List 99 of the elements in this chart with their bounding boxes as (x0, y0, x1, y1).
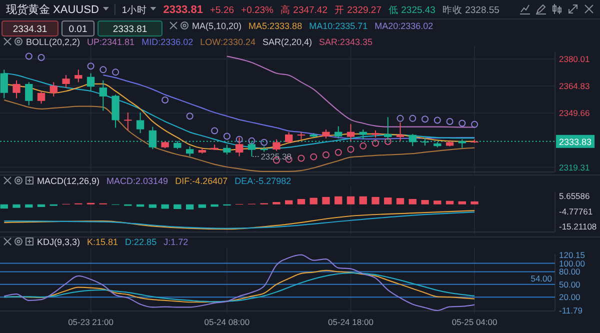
bar (186, 204, 194, 210)
candlestick (272, 138, 280, 152)
candlestick (37, 90, 46, 104)
text: K:15.81 (87, 237, 118, 247)
y-tick-label: 2380.01 (559, 54, 590, 64)
bar (25, 204, 33, 208)
bar (334, 196, 342, 204)
text: SAR:2343.35 (319, 37, 373, 47)
candlestick (136, 112, 144, 134)
bar (210, 204, 218, 207)
text: MA10:2335.71 (309, 21, 368, 31)
candlestick (25, 82, 33, 106)
bar (346, 196, 355, 204)
bar (37, 204, 46, 207)
text: 高 2347.42 (280, 4, 328, 16)
y-tick-label: 2349.66 (559, 108, 590, 118)
candlestick (297, 132, 306, 140)
candlestick (74, 69, 82, 83)
candlestick (359, 129, 367, 140)
x-tick-label: 05-23 21:00 (68, 317, 114, 327)
candlestick (12, 80, 20, 99)
bar (434, 200, 442, 204)
y-tick-label: -15.21108 (559, 221, 597, 232)
text: 0.01 (68, 24, 88, 35)
y-tick-label: 50.00 (559, 279, 581, 290)
chart-title: KDJ(9,3,3) (37, 237, 80, 247)
bar (12, 204, 20, 208)
text: MA(5,10,20) (192, 21, 242, 31)
bar (396, 198, 404, 204)
candlestick (86, 72, 95, 92)
bar (384, 198, 392, 204)
y-tick-label: 20.00 (559, 292, 581, 302)
annotation: 2325.38 (260, 152, 292, 162)
bar (446, 200, 454, 204)
text: 昨收 2328.55 (442, 4, 500, 16)
candlestick (396, 122, 404, 142)
bar (161, 204, 169, 209)
ref-line-label: 2333.83 (559, 136, 592, 147)
candlestick (223, 144, 231, 155)
bar (408, 198, 416, 204)
text: 2334.31 (12, 24, 48, 35)
text: UP:2341.81 (87, 37, 135, 47)
text: 2333.81 (163, 4, 203, 16)
candlestick (334, 126, 342, 139)
annotation: 54.00 (530, 273, 552, 284)
bar (148, 204, 157, 208)
x-tick-label: 05-24 08:00 (204, 317, 250, 327)
chart-title: MACD(12,26,9) (37, 176, 100, 186)
candlestick (186, 146, 194, 157)
y-tick-label: 5.65586 (559, 191, 590, 202)
y-tick-label: 2364.83 (559, 81, 590, 92)
series-label: MACD:2.03149 (106, 176, 168, 186)
candlestick (99, 80, 107, 112)
text: MID:2336.02 (142, 37, 194, 47)
text: +0.23% (241, 5, 274, 16)
line-series (4, 254, 476, 312)
text: 1小时 (122, 4, 148, 16)
text: J:1.72 (164, 237, 188, 247)
text: DIF:-4.26407 (175, 176, 228, 186)
text: DEA:-5.27982 (234, 176, 292, 186)
text: 开 2329.27 (334, 5, 382, 16)
chart-title: 现货黄金 XAUUSD (6, 3, 99, 16)
candlestick (124, 112, 132, 131)
y-tick-label: 120.15 (559, 250, 586, 260)
bar (297, 198, 306, 204)
text: SAR(2,20,4) (262, 37, 312, 47)
text: D:22.85 (125, 237, 157, 247)
bar (359, 196, 367, 204)
text: 低 2325.43 (388, 5, 436, 16)
x-tick-label: 05-24 18:00 (328, 317, 374, 327)
line-series (4, 99, 476, 172)
bar (310, 198, 318, 204)
y-tick-label: -4.77761 (559, 206, 593, 216)
candlestick (62, 74, 70, 88)
bar (198, 204, 206, 208)
candlestick (285, 132, 293, 144)
bar (421, 200, 429, 204)
x-tick-label: 05-25 04:00 (452, 317, 498, 327)
text: MA20:2336.02 (374, 21, 434, 31)
bar (470, 201, 478, 204)
candlestick (0, 69, 8, 99)
bar (0, 204, 8, 209)
text: 2333.81 (112, 24, 148, 35)
y-tick-label: 2319.31 (559, 162, 590, 172)
text: BOLL(20,2,2) (26, 37, 80, 47)
candlestick (235, 137, 244, 157)
bar (174, 204, 182, 210)
bar (285, 200, 293, 204)
text: +5.26 (210, 5, 234, 16)
y-tick-label: -11.79 (559, 305, 583, 316)
text: MA5:2333.88 (248, 21, 302, 31)
bar (372, 196, 380, 204)
y-tick-label: 100.00 (559, 258, 586, 268)
bar (458, 201, 466, 204)
y-tick-label: 80.00 (559, 266, 581, 277)
candlestick (346, 124, 355, 142)
candlestick (50, 82, 58, 97)
text: LOW:2330.24 (200, 37, 256, 47)
bar (322, 196, 330, 204)
